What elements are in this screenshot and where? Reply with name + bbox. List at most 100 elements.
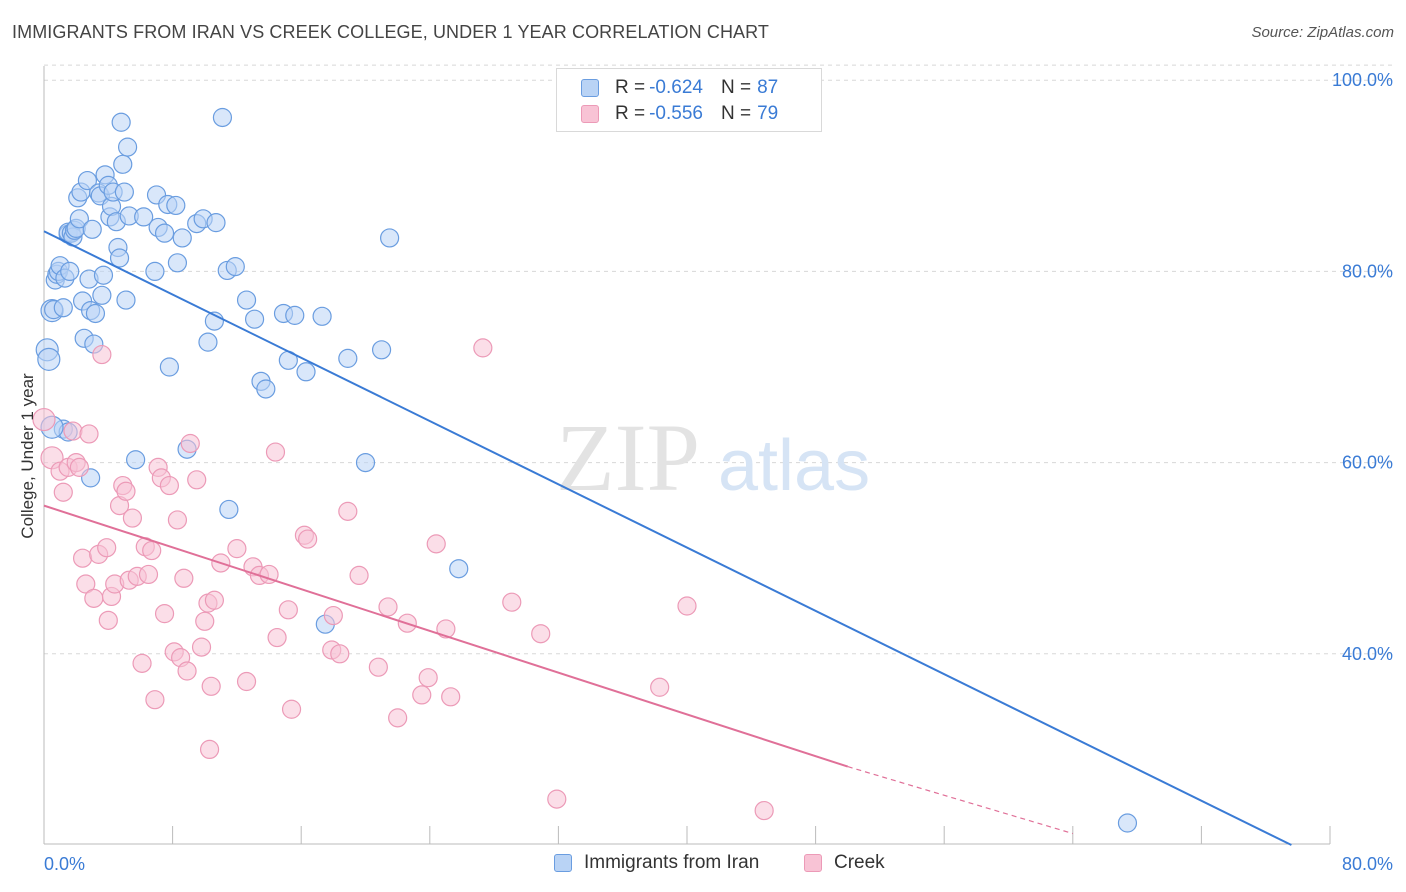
iran-point bbox=[113, 154, 133, 174]
legend-swatch-blue bbox=[554, 854, 572, 872]
trend-line-creek bbox=[43, 504, 849, 768]
creek-point bbox=[426, 534, 446, 554]
iran-point bbox=[77, 170, 98, 191]
creek-point bbox=[174, 568, 194, 588]
iran-point bbox=[256, 379, 276, 399]
creek-point bbox=[201, 676, 221, 696]
legend-r-label: R = bbox=[615, 77, 646, 98]
legend-swatch-pink bbox=[581, 105, 599, 123]
creek-point bbox=[72, 548, 93, 568]
iran-point bbox=[166, 195, 186, 216]
creek-point bbox=[259, 564, 279, 585]
legend-label-iran: Immigrants from Iran bbox=[584, 852, 760, 873]
iran-point bbox=[212, 107, 233, 128]
iran-point bbox=[111, 112, 131, 132]
creek-point bbox=[388, 708, 408, 728]
creek-point bbox=[204, 590, 224, 610]
creek-point bbox=[349, 565, 369, 586]
y-tick-label: 60.0% bbox=[1342, 453, 1393, 473]
creek-point bbox=[650, 677, 670, 697]
series-creek-points bbox=[32, 338, 774, 821]
iran-point bbox=[116, 290, 136, 310]
creek-point bbox=[122, 508, 143, 528]
creek-point bbox=[180, 433, 200, 454]
creek-point bbox=[368, 657, 388, 677]
creek-point bbox=[281, 699, 302, 719]
creek-point bbox=[187, 470, 207, 490]
creek-point bbox=[195, 611, 215, 631]
creek-point bbox=[159, 475, 179, 496]
creek-point bbox=[97, 538, 117, 558]
creek-point bbox=[330, 644, 350, 664]
iran-point bbox=[206, 213, 226, 233]
y-tick-label: 100.0% bbox=[1332, 70, 1393, 90]
trend-line-iran bbox=[43, 230, 1292, 846]
iran-point bbox=[109, 248, 130, 268]
creek-point bbox=[167, 510, 188, 530]
legend-n-label: N = bbox=[720, 77, 752, 98]
creek-point bbox=[98, 610, 118, 630]
stats-legend: R = -0.624 N = 87 R = -0.556 N = 79 bbox=[556, 68, 822, 132]
source-text: Source: ZipAtlas.com bbox=[1251, 24, 1394, 41]
iran-point bbox=[172, 228, 192, 248]
creek-point bbox=[412, 685, 432, 705]
creek-point bbox=[191, 637, 212, 657]
creek-point bbox=[531, 624, 551, 644]
creek-point bbox=[138, 564, 159, 585]
creek-point bbox=[436, 619, 456, 639]
legend-label-creek: Creek bbox=[834, 852, 885, 873]
legend-row-creek: R = -0.556 N = 79 bbox=[581, 102, 778, 126]
creek-point bbox=[236, 671, 257, 692]
creek-point bbox=[338, 501, 358, 521]
legend-swatch-blue bbox=[581, 79, 599, 97]
creek-point bbox=[278, 600, 298, 620]
iran-point bbox=[85, 303, 106, 324]
iran-point bbox=[82, 219, 102, 239]
creek-point bbox=[267, 627, 287, 648]
legend-r-value: -0.556 bbox=[649, 103, 703, 124]
iran-point bbox=[219, 499, 239, 520]
legend-n-value: 79 bbox=[757, 103, 779, 124]
watermark: ZIP atlas bbox=[556, 404, 870, 511]
iran-point bbox=[312, 306, 332, 326]
iran-point bbox=[145, 261, 165, 281]
iran-point bbox=[114, 182, 134, 202]
creek-point bbox=[177, 661, 197, 681]
creek-point bbox=[142, 540, 162, 561]
watermark-atlas: atlas bbox=[718, 426, 870, 506]
iran-point bbox=[371, 340, 392, 360]
iran-point bbox=[236, 290, 257, 310]
iran-point bbox=[244, 309, 265, 329]
trend-line-creek-extension bbox=[847, 766, 1073, 835]
creek-point bbox=[116, 481, 136, 501]
x-tick-label: 80.0% bbox=[1342, 854, 1393, 874]
legend-item-iran[interactable]: Immigrants from Iran bbox=[554, 852, 759, 874]
creek-point bbox=[84, 588, 104, 608]
iran-point bbox=[1117, 813, 1138, 833]
creek-point bbox=[53, 482, 73, 502]
series-legend: Immigrants from Iran Creek bbox=[0, 852, 1406, 878]
creek-point bbox=[418, 668, 438, 688]
creek-point bbox=[76, 574, 96, 594]
y-axis-label: College, Under 1 year bbox=[18, 373, 37, 539]
iran-point bbox=[53, 298, 73, 318]
creek-point bbox=[63, 421, 83, 441]
iran-point bbox=[93, 265, 114, 285]
x-tick-label: 0.0% bbox=[44, 854, 85, 874]
y-tick-label: 40.0% bbox=[1342, 644, 1393, 664]
legend-r-label: R = bbox=[615, 103, 646, 124]
legend-item-creek[interactable]: Creek bbox=[804, 852, 885, 874]
creek-point bbox=[145, 690, 165, 710]
creek-point bbox=[265, 442, 286, 462]
creek-point bbox=[32, 407, 56, 432]
gridlines bbox=[44, 64, 1392, 655]
y-tick-label: 80.0% bbox=[1342, 261, 1393, 281]
creek-point bbox=[677, 596, 697, 616]
creek-point bbox=[441, 687, 461, 707]
creek-point bbox=[79, 424, 99, 444]
legend-n-label: N = bbox=[720, 103, 752, 124]
iran-point bbox=[225, 257, 245, 277]
creek-point bbox=[323, 605, 343, 626]
iran-point bbox=[296, 362, 316, 382]
